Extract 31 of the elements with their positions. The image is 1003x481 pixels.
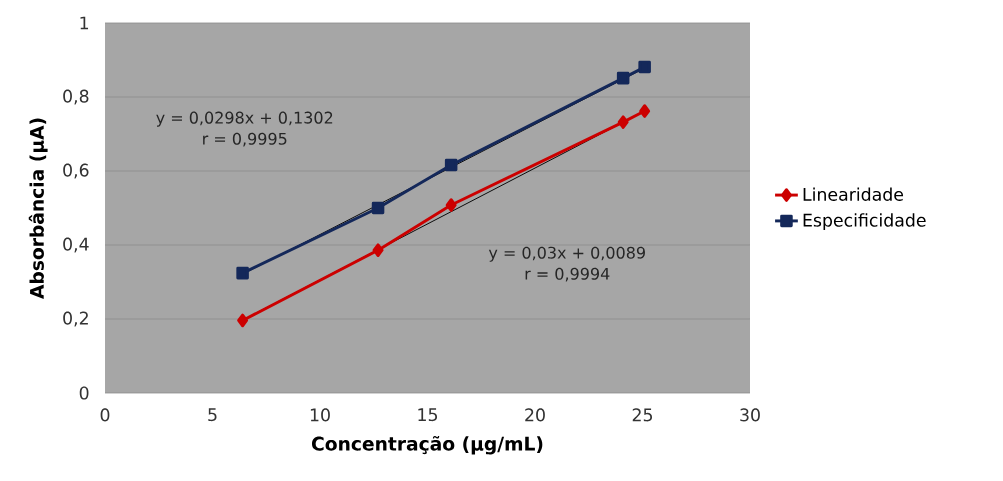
x-tick-label: 15 xyxy=(418,408,438,422)
x-axis-title: Concentração (µg/mL) xyxy=(311,435,543,455)
x-tick-label: 25 xyxy=(632,408,653,422)
y-tick-label: 0,4 xyxy=(63,237,89,253)
y-axis-title: Absorbância (µA) xyxy=(28,118,48,299)
y-tick-label: 0,6 xyxy=(63,163,89,179)
y-tick-label: 0,2 xyxy=(63,311,88,327)
legend-label: Especificidade xyxy=(803,213,926,231)
annotation: r = 0,9994 xyxy=(525,267,610,282)
point xyxy=(616,71,630,85)
point xyxy=(638,60,651,74)
point xyxy=(371,201,385,215)
point xyxy=(444,158,458,172)
legend-label: Linearidade xyxy=(803,187,904,201)
x-tick-label: 5 xyxy=(208,408,217,422)
x-tick-label: 10 xyxy=(310,408,330,422)
point xyxy=(372,243,384,257)
point xyxy=(617,115,629,129)
point xyxy=(639,104,651,118)
annotation: y = 0,03x + 0,0089 xyxy=(488,246,645,262)
point xyxy=(445,198,457,212)
y-tick-label: 0 xyxy=(79,386,89,400)
point xyxy=(236,266,249,280)
x-tick-label: 0 xyxy=(100,408,110,422)
x-tick-label: 20 xyxy=(525,408,545,422)
y-tick-label: 1 xyxy=(80,16,89,30)
point xyxy=(237,313,249,328)
x-tick-label: 30 xyxy=(740,408,760,422)
annotation: r = 0,9995 xyxy=(203,132,287,147)
y-tick-label: 0,8 xyxy=(63,89,89,105)
annotation: y = 0,0298x + 0,1302 xyxy=(156,111,333,127)
